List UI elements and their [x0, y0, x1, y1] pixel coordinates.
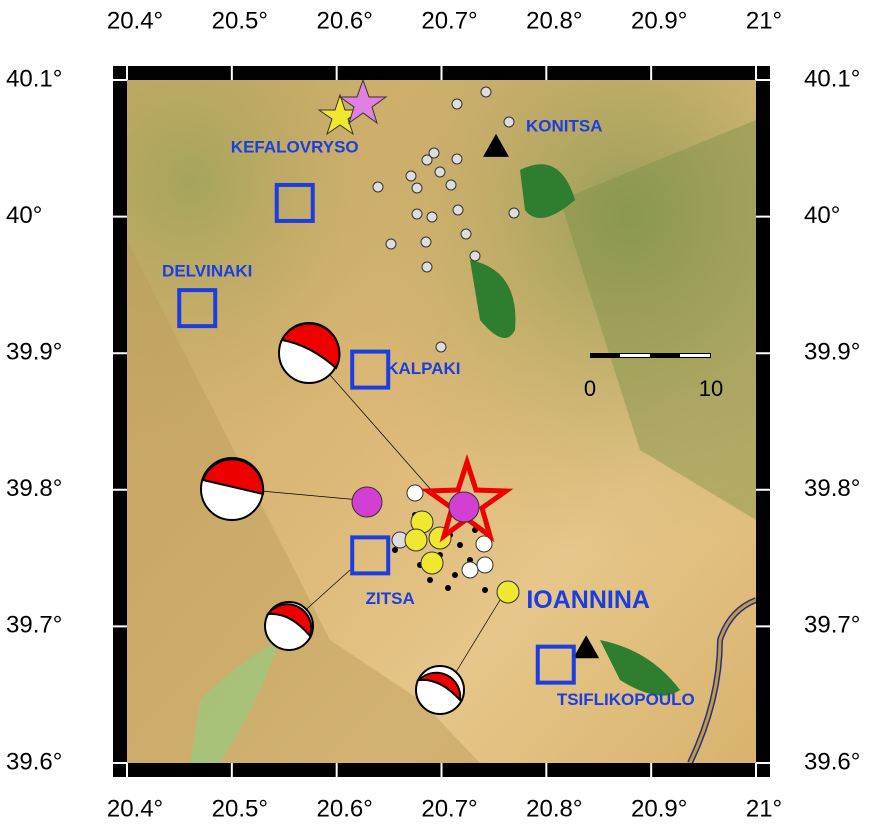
x-tick-label: 20.5°: [212, 7, 268, 34]
x-tick-label: 20.8°: [526, 7, 582, 34]
x-tick-label: 21°: [746, 7, 782, 34]
y-tick-label: 40.1°: [804, 65, 860, 92]
y-tick-label: 39.7°: [6, 612, 62, 639]
place-label: KONITSA: [526, 116, 603, 135]
y-tick-label: 40.1°: [6, 65, 62, 92]
y-tick-label: 39.9°: [6, 339, 62, 366]
x-tick-label: 20.4°: [107, 7, 163, 34]
place-label: TSIFLIKOPOULO: [557, 690, 695, 709]
x-tick-label: 20.5°: [212, 795, 268, 822]
x-tick-label: 20.6°: [317, 795, 373, 822]
y-tick-label: 39.9°: [804, 339, 860, 366]
scale-label: 10: [699, 376, 723, 401]
scale-label: 0: [584, 376, 596, 401]
map: 20.4° 20.4° 20.5° 20.5° 20.6° 20.6° 20.7° 20.7°…: [0, 0, 869, 832]
y-tick-label: 39.8°: [804, 475, 860, 502]
x-tick-label: 20.7°: [421, 795, 477, 822]
x-tick-label: 20.6°: [317, 7, 373, 34]
y-tick-label: 39.8°: [6, 475, 62, 502]
x-tick-label: 20.7°: [421, 7, 477, 34]
place-label: IOANNINA: [526, 586, 650, 614]
place-label: KEFALOVRYSO: [231, 137, 359, 156]
x-tick-label: 20.9°: [631, 795, 687, 822]
y-tick-label: 40°: [804, 202, 840, 229]
place-label: DELVINAKI: [162, 262, 252, 281]
y-tick-label: 40°: [6, 202, 42, 229]
x-tick-label: 20.8°: [526, 795, 582, 822]
place-label: KALPAKI: [386, 359, 460, 378]
place-label: ZITSA: [366, 589, 415, 608]
x-tick-label: 20.9°: [631, 7, 687, 34]
terrain: [127, 80, 756, 763]
scale-bar: [590, 353, 711, 358]
y-tick-label: 39.7°: [804, 612, 860, 639]
x-tick-label: 20.4°: [107, 795, 163, 822]
y-tick-label: 39.6°: [804, 748, 860, 775]
y-tick-label: 39.6°: [6, 748, 62, 775]
x-tick-label: 21°: [746, 795, 782, 822]
